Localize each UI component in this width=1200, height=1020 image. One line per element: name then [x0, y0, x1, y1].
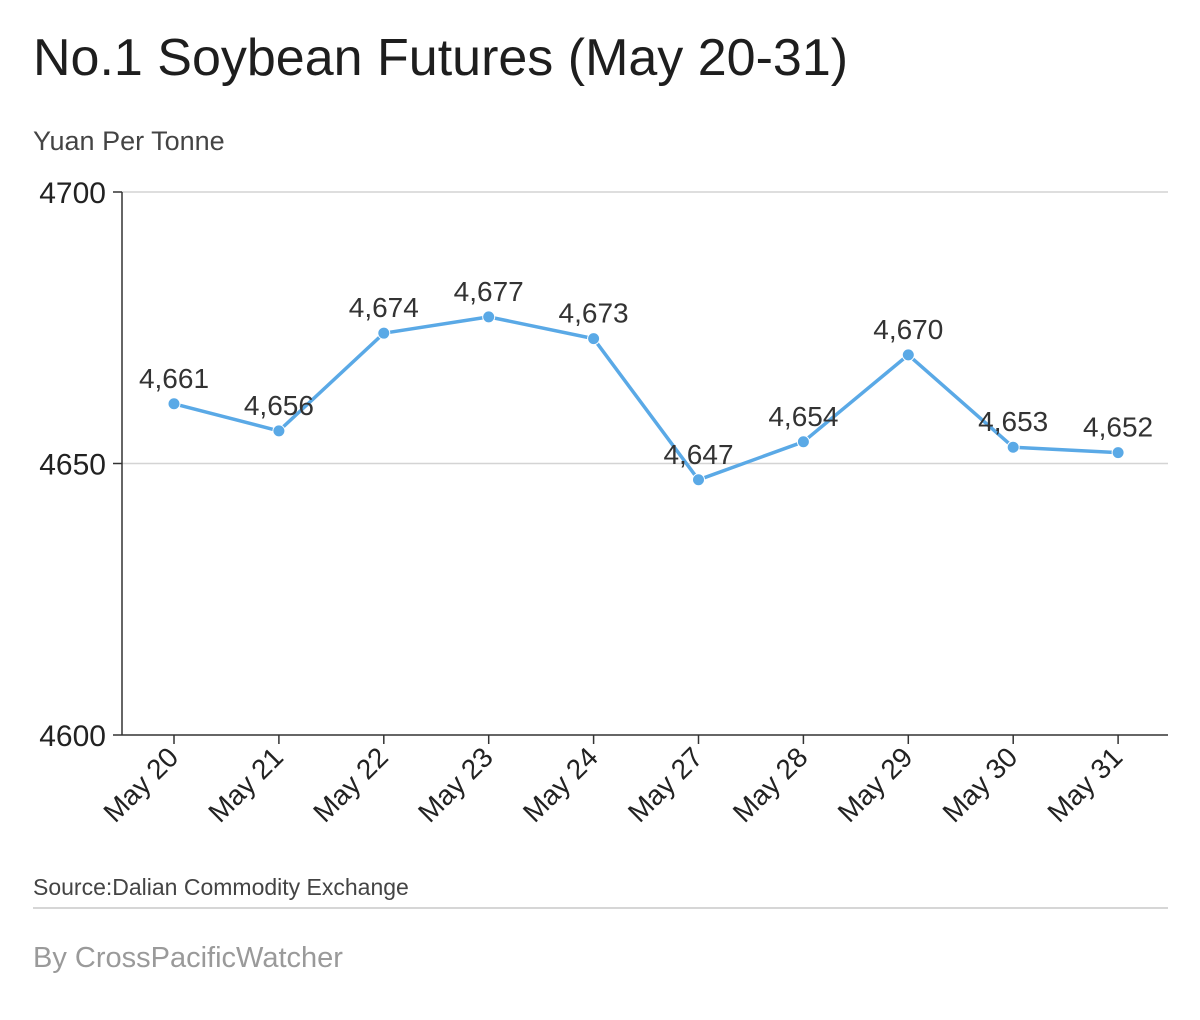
x-tick-label: May 30	[937, 741, 1024, 828]
x-axis-ticks: May 20 May 21 May 22 May 23 May 24 May 27 May …	[97, 735, 1128, 828]
x-tick-label: May 29	[832, 741, 919, 828]
chart-subtitle: Yuan Per Tonne	[33, 126, 225, 156]
series-line-path	[172, 315, 1120, 482]
data-point	[272, 424, 286, 438]
data-label: 4,661	[139, 363, 209, 394]
data-point	[377, 326, 391, 340]
data-label: 4,670	[873, 314, 943, 345]
data-label: 4,647	[663, 439, 733, 470]
x-tick-label: May 28	[727, 741, 814, 828]
data-label: 4,654	[768, 401, 838, 432]
x-tick-label: May 20	[97, 741, 184, 828]
x-tick-label: May 31	[1041, 741, 1128, 828]
y-tick-label: 4600	[39, 720, 106, 753]
series-line	[172, 315, 1120, 482]
y-axis-ticks: 4600 4650 4700	[39, 177, 122, 753]
data-point	[796, 435, 810, 449]
y-tick-label: 4700	[39, 177, 106, 210]
x-tick-label: May 23	[412, 741, 499, 828]
data-label: 4,674	[349, 292, 419, 323]
divider	[33, 907, 1168, 909]
data-label: 4,677	[454, 276, 524, 307]
data-label: 4,652	[1083, 412, 1153, 443]
data-point	[587, 332, 601, 346]
data-point	[1111, 446, 1125, 460]
data-label: 4,656	[244, 390, 314, 421]
data-point	[482, 310, 496, 324]
data-point	[1006, 440, 1020, 454]
x-tick-label: May 21	[202, 741, 289, 828]
data-points	[167, 310, 1125, 487]
data-labels: 4,661 4,656 4,674 4,677 4,673 4,647 4,654 4,670…	[139, 276, 1153, 470]
data-point	[167, 397, 181, 411]
data-point	[692, 473, 705, 487]
byline: By CrossPacificWatcher	[33, 942, 343, 974]
data-label: 4,673	[559, 298, 629, 329]
data-point	[901, 348, 915, 362]
source-note: Source:Dalian Commodity Exchange	[33, 874, 409, 900]
data-label: 4,653	[978, 406, 1048, 437]
x-tick-label: May 22	[307, 741, 394, 828]
y-tick-label: 4650	[39, 449, 106, 482]
x-tick-label: May 27	[622, 741, 709, 828]
x-tick-label: May 24	[517, 741, 604, 828]
gridlines	[122, 191, 1168, 465]
chart-title: No.1 Soybean Futures (May 20-31)	[33, 29, 849, 87]
